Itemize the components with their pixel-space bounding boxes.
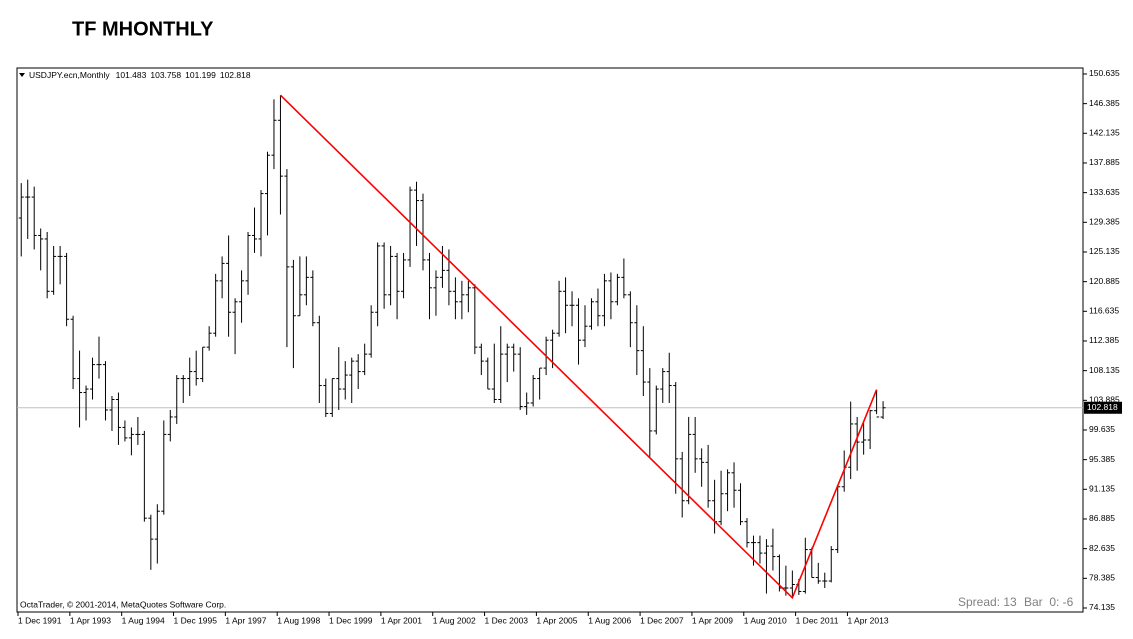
current-price-box	[1084, 401, 1122, 414]
x-tick-label: 1 Apr 2013	[847, 615, 888, 625]
y-tick-label: 146.385	[1089, 98, 1120, 108]
plot-frame	[16, 67, 1084, 613]
y-tick-label: 74.135	[1089, 602, 1115, 612]
y-tick-label: 108.135	[1089, 365, 1120, 375]
x-tick-label: 1 Apr 1993	[70, 615, 111, 625]
y-tick-label: 125.135	[1089, 246, 1120, 256]
y-tick-label: 91.135	[1089, 484, 1115, 494]
chart-header: USDJPY.ecn,Monthly 101.483 103.758 101.199 1…	[29, 70, 251, 80]
symbol: USDJPY.ecn,Monthly	[29, 70, 110, 80]
copyright: OctaTrader, © 2001-2014, MetaQuotes Soft…	[20, 599, 226, 609]
y-tick-label: 112.385	[1089, 335, 1119, 345]
x-tick-label: 1 Apr 1997	[225, 615, 266, 625]
header-open: 101.483	[116, 70, 147, 80]
x-tick-label: 1 Apr 2009	[692, 615, 733, 625]
x-tick-label: 1 Dec 1991	[18, 615, 62, 625]
x-tick-label: 1 Dec 2011	[796, 615, 839, 625]
x-tick-label: 1 Aug 1998	[277, 615, 320, 625]
y-tick-label: 86.885	[1089, 513, 1115, 523]
x-tick-label: 1 Apr 2001	[381, 615, 422, 625]
y-tick-label: 129.385	[1089, 217, 1120, 227]
x-tick-label: 1 Dec 1999	[329, 615, 373, 625]
y-tick-label: 78.385	[1089, 573, 1115, 583]
x-tick-label: 1 Apr 2005	[536, 615, 577, 625]
x-tick-label: 1 Dec 2007	[640, 615, 684, 625]
y-tick-label: 99.635	[1089, 424, 1115, 434]
y-tick-label: 116.635	[1089, 306, 1119, 316]
current-price-label: 102.818	[1087, 402, 1118, 412]
header-low: 101.199	[185, 70, 216, 80]
x-tick-label: 1 Dec 2003	[485, 615, 529, 625]
y-tick-label: 142.135	[1089, 128, 1120, 138]
x-tick-label: 1 Aug 2006	[588, 615, 631, 625]
page-title: TF MHONTHLY	[72, 18, 214, 40]
x-tick-label: 1 Aug 2002	[433, 615, 476, 625]
x-tick-label: 1 Dec 1995	[174, 615, 218, 625]
menu-arrow	[19, 73, 25, 77]
y-tick-label: 150.635	[1089, 68, 1120, 78]
bar-info: Bar 0: -6	[1024, 595, 1074, 609]
spread: Spread: 13	[958, 595, 1017, 609]
y-tick-label: 137.885	[1089, 157, 1120, 167]
x-tick-label: 1 Aug 2010	[744, 615, 787, 625]
y-tick-label: 133.635	[1089, 187, 1120, 197]
y-tick-label: 82.635	[1089, 543, 1115, 553]
x-tick-label: 1 Aug 1994	[122, 615, 165, 625]
y-tick-label: 95.385	[1089, 454, 1115, 464]
trend-line	[279, 94, 878, 600]
header-high: 103.758	[150, 70, 181, 80]
y-tick-label: 103.885	[1089, 395, 1120, 405]
y-tick-label: 120.885	[1089, 276, 1120, 286]
header-close: 102.818	[220, 70, 251, 80]
